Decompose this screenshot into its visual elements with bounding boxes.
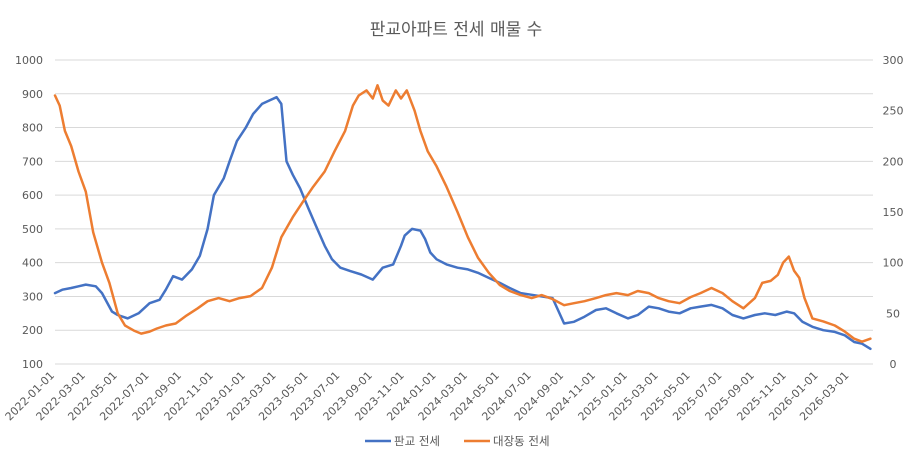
left-y-tick-label: 300 [22,290,43,303]
right-y-tick-label: 100 [883,257,904,270]
left-y-tick-label: 500 [22,223,43,236]
right-y-axis: 0 50 100 150 200 250 300 [883,54,904,371]
right-y-tick-label: 50 [886,307,900,320]
left-y-tick-label: 600 [22,189,43,202]
chart-title: 판교아파트 전세 매물 수 [370,20,543,40]
legend: 판교 전세 대장동 전세 [365,434,550,448]
legend-label-daejang: 대장동 전세 [493,434,550,448]
left-y-tick-label: 700 [22,155,43,168]
left-y-tick-label: 900 [22,88,43,101]
left-y-tick-label: 1000 [15,54,43,67]
right-y-tick-label: 0 [890,358,897,371]
legend-label-pangyo: 판교 전세 [394,434,440,448]
right-y-tick-label: 250 [883,105,904,118]
gridlines [55,59,873,365]
left-y-tick-label: 100 [22,358,43,371]
series-lines [53,84,872,351]
right-y-tick-label: 300 [883,54,904,67]
left-y-tick-label: 800 [22,122,43,135]
right-y-tick-label: 200 [883,155,904,168]
series-line-0 [53,95,872,351]
left-y-axis: 100 200 300 400 500 600 700 800 900 1000 [15,54,43,371]
left-y-tick-label: 400 [22,257,43,270]
x-axis: 2022-01-012022-03-012022-05-012022-07-01… [3,369,852,423]
right-y-tick-label: 150 [883,206,904,219]
left-y-tick-label: 200 [22,324,43,337]
series-line-1 [53,84,872,343]
